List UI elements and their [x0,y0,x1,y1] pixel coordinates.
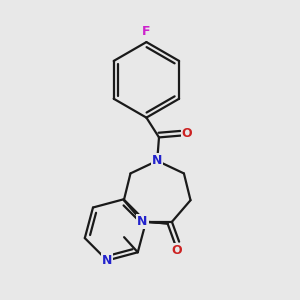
Text: F: F [142,25,151,38]
Text: N: N [102,254,112,267]
Text: O: O [182,127,192,140]
Text: N: N [137,215,148,228]
Text: O: O [171,244,182,257]
Text: N: N [152,154,162,167]
Text: N: N [152,154,162,167]
